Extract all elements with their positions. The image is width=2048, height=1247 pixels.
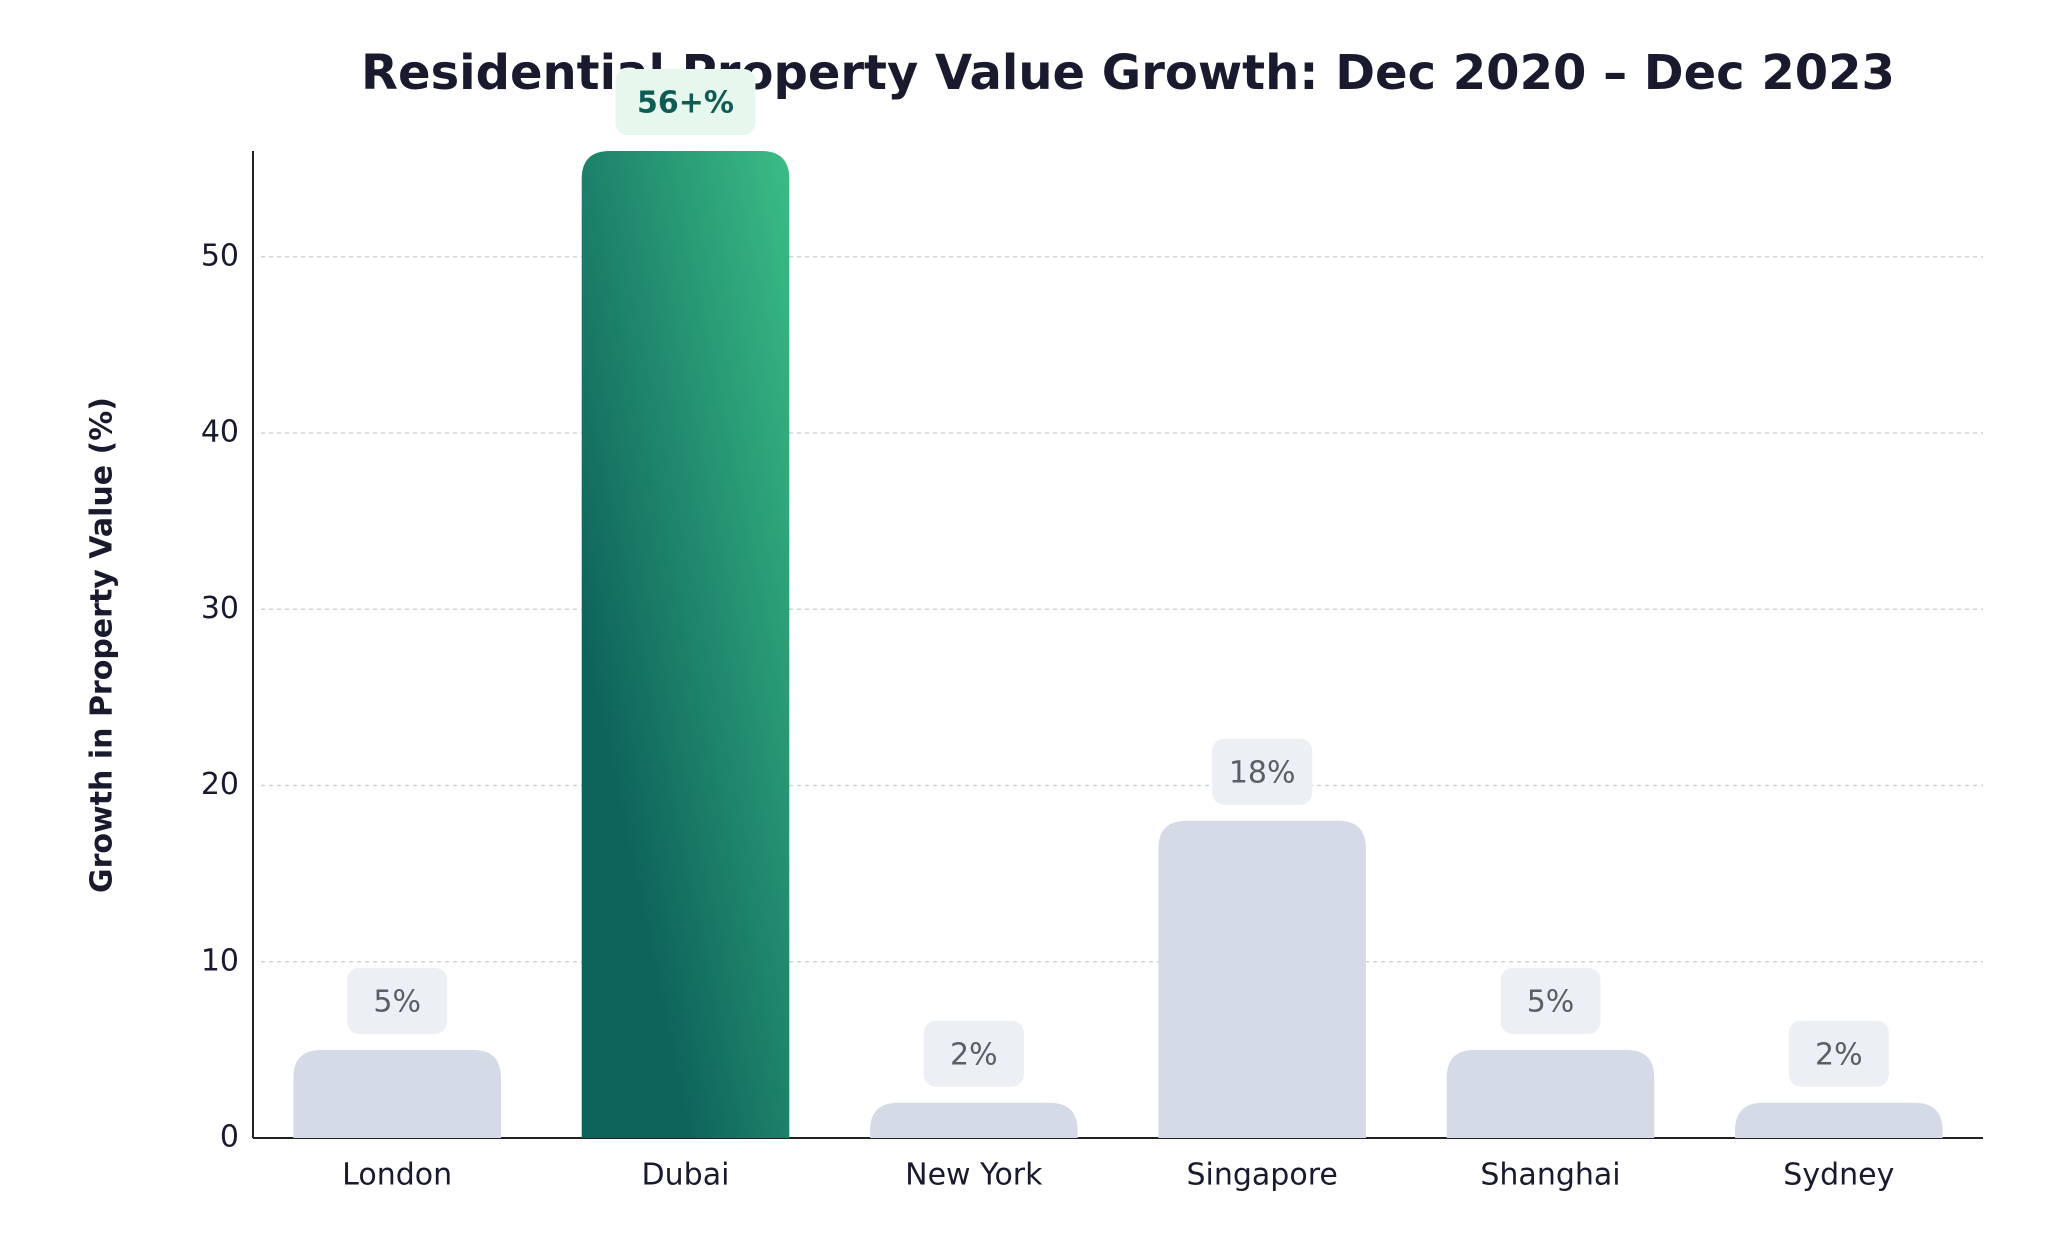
- value-label-bg: [347, 967, 448, 1034]
- y-axis-label: Growth in Property Value (%): [85, 397, 120, 893]
- value-label-bg: [1212, 738, 1313, 805]
- y-tick-label: 0: [220, 1120, 239, 1155]
- bar: [870, 1102, 1078, 1138]
- y-tick-label: 20: [201, 767, 239, 802]
- value-label: 2%: [950, 1037, 998, 1072]
- value-label-bg: [923, 1020, 1024, 1087]
- x-tick-label: London: [342, 1158, 452, 1193]
- value-label-bg: [615, 69, 756, 135]
- value-label: 5%: [373, 984, 421, 1019]
- x-tick-label: Dubai: [642, 1158, 730, 1193]
- bar: [293, 1049, 501, 1138]
- y-tick-label: 30: [201, 591, 239, 626]
- bar: [1735, 1102, 1943, 1138]
- y-tick-label: 10: [201, 943, 239, 978]
- x-tick-label: Shanghai: [1480, 1158, 1620, 1193]
- x-tick-label: New York: [905, 1158, 1043, 1193]
- x-tick-label: Singapore: [1186, 1158, 1337, 1193]
- x-tick-label: Sydney: [1783, 1158, 1894, 1193]
- value-label: 56+%: [637, 86, 734, 121]
- bar: [581, 151, 790, 1138]
- bar: [1446, 1049, 1655, 1138]
- value-label: 5%: [1527, 984, 1575, 1019]
- bar: [1158, 820, 1366, 1138]
- y-tick-label: 40: [201, 415, 239, 450]
- y-tick-label: 50: [201, 238, 239, 273]
- chart-title: Residential Property Value Growth: Dec 2…: [361, 45, 1895, 101]
- value-label-bg: [1500, 967, 1601, 1034]
- value-label: 2%: [1815, 1037, 1863, 1072]
- value-label: 18%: [1229, 755, 1296, 790]
- value-label-bg: [1788, 1020, 1889, 1087]
